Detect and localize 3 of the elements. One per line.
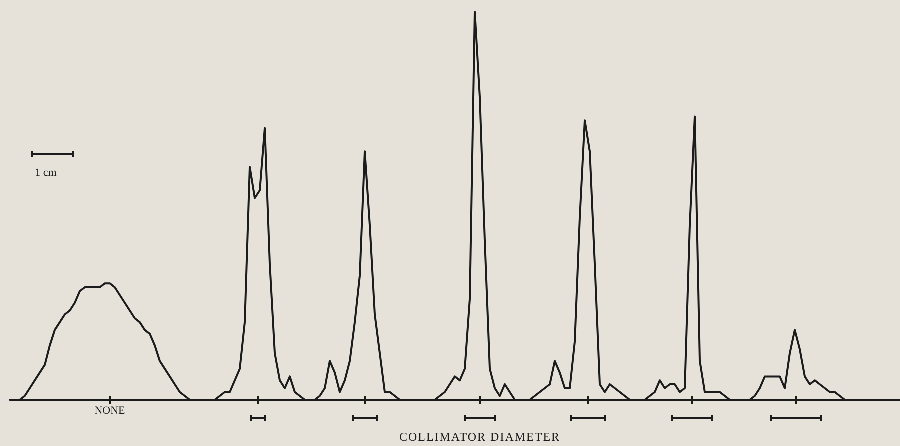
annotation: 1 cm — [35, 167, 58, 179]
text: NONE — [94, 405, 126, 417]
x-axis-title: COLLIMATOR DIAMETER — [399, 430, 561, 444]
